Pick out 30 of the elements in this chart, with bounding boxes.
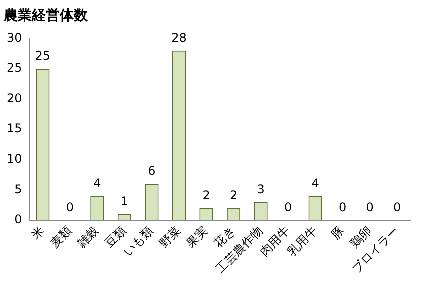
x-tick-label: 果実 — [184, 224, 211, 251]
data-label: 28 — [172, 31, 187, 46]
data-label: 0 — [339, 200, 347, 215]
x-tick-label: 鶏卵 — [348, 224, 374, 251]
y-tick-label: 15 — [6, 122, 22, 136]
x-tick-label: 麦類 — [48, 224, 74, 251]
x-tick-label: 米 — [28, 224, 48, 242]
data-label: 1 — [120, 194, 129, 208]
data-label: 0 — [366, 200, 374, 215]
y-tick-label: 0 — [14, 212, 22, 227]
data-label: 6 — [148, 164, 156, 178]
data-label: 25 — [35, 49, 51, 64]
x-tick-label: 野菜 — [156, 224, 184, 251]
x-tick-label: 豚 — [328, 224, 348, 242]
y-tick-label: 10 — [6, 152, 22, 166]
data-label: 0 — [66, 200, 74, 215]
y-tick-label: 5 — [14, 182, 22, 196]
data-label: 0 — [394, 200, 402, 215]
data-label: 0 — [284, 200, 292, 215]
x-tick-label: 雑穀 — [74, 224, 102, 251]
data-label: 4 — [312, 176, 320, 190]
y-tick-label: 30 — [6, 30, 22, 45]
y-tick-label: 20 — [6, 91, 22, 106]
data-label: 2 — [230, 188, 238, 202]
data-label: 2 — [202, 188, 210, 202]
data-label: 3 — [257, 182, 265, 196]
x-tick-label: 豆類 — [102, 224, 130, 251]
y-tick-label: 25 — [6, 61, 22, 76]
data-label: 4 — [94, 176, 102, 190]
chart-title: 農業経営体数 — [3, 8, 89, 24]
